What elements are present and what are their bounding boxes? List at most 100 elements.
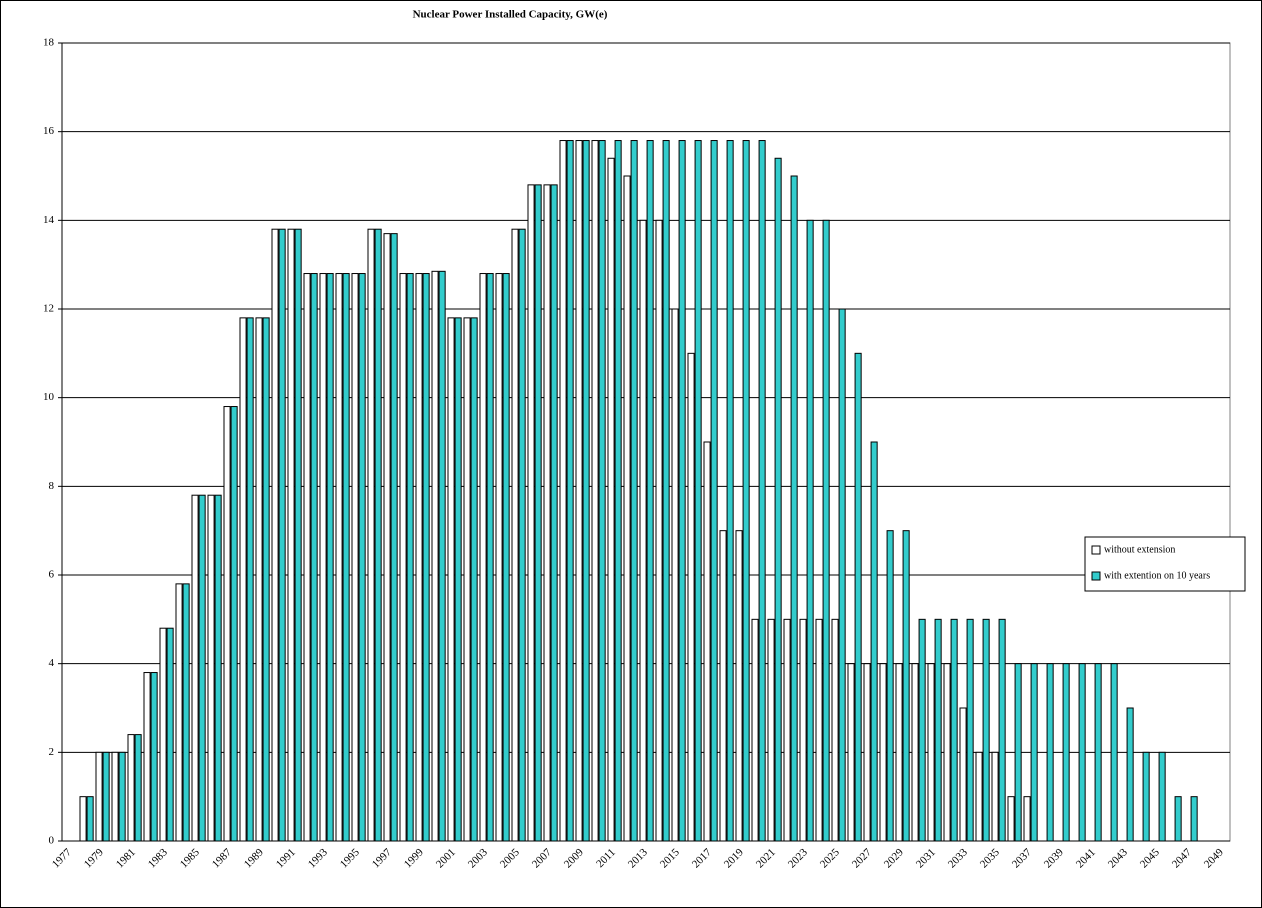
bar: [847, 663, 855, 842]
bar: [1046, 663, 1054, 842]
bar: [134, 734, 142, 842]
bar: [511, 228, 519, 842]
legend-swatch: [1091, 545, 1101, 555]
bar: [406, 273, 414, 842]
bar: [1030, 663, 1038, 842]
bar: [566, 140, 574, 842]
bar: [950, 618, 958, 842]
legend: without extension with extention on 10 ye…: [1084, 536, 1246, 592]
bar: [966, 618, 974, 842]
y-tick-label: 16: [43, 125, 55, 137]
bar: [454, 317, 462, 842]
bar: [799, 618, 807, 842]
bar: [399, 273, 407, 842]
bar: [630, 140, 638, 842]
bar: [470, 317, 478, 842]
bar: [422, 273, 430, 842]
bar: [655, 219, 663, 842]
bar: [694, 140, 702, 842]
bar: [598, 140, 606, 842]
bar: [1158, 751, 1166, 842]
bar: [1014, 663, 1022, 842]
bar: [111, 751, 119, 842]
bar: [783, 618, 791, 842]
bar: [374, 228, 382, 842]
bar: [358, 273, 366, 842]
bar: [230, 406, 238, 842]
bar: [166, 627, 174, 842]
legend-box: [1084, 536, 1246, 592]
bar: [351, 273, 359, 842]
bar: [518, 228, 526, 842]
bar: [278, 228, 286, 842]
bar: [102, 751, 110, 842]
bar: [486, 273, 494, 842]
bar: [1023, 796, 1031, 842]
bar: [502, 273, 510, 842]
bar: [150, 672, 158, 842]
bar: [438, 270, 446, 842]
bar: [582, 140, 590, 842]
bar: [447, 317, 455, 842]
y-tick-label: 10: [43, 391, 55, 403]
bar: [975, 751, 983, 842]
bar: [678, 140, 686, 842]
bar: [223, 406, 231, 842]
bar: [255, 317, 263, 842]
bar: [687, 352, 695, 842]
bar: [927, 663, 935, 842]
bar: [463, 317, 471, 842]
bar: [175, 583, 183, 842]
bar: [1110, 663, 1118, 842]
bar: [703, 441, 711, 842]
bar: [207, 494, 215, 842]
chart-title: Nuclear Power Installed Capacity, GW(e): [413, 9, 608, 21]
bar: [1094, 663, 1102, 842]
bar: [591, 140, 599, 842]
bar: [303, 273, 311, 842]
bar: [806, 219, 814, 842]
bar: [719, 530, 727, 842]
bar: [863, 663, 871, 842]
y-tick-label: 2: [49, 746, 55, 758]
bar: [495, 273, 503, 842]
bar: [1174, 796, 1182, 842]
y-tick-label: 6: [49, 569, 55, 581]
y-tick-label: 0: [49, 835, 55, 847]
legend-label: with extention on 10 years: [1104, 570, 1210, 581]
bar: [118, 751, 126, 842]
bar: [998, 618, 1006, 842]
legend-swatch: [1091, 571, 1101, 581]
bar: [182, 583, 190, 842]
bar: [198, 494, 206, 842]
bar: [159, 627, 167, 842]
bar: [710, 140, 718, 842]
bar: [838, 308, 846, 842]
bar: [294, 228, 302, 842]
bar: [895, 663, 903, 842]
bar: [879, 663, 887, 842]
bar: [918, 618, 926, 842]
bar: [335, 273, 343, 842]
bar: [607, 157, 615, 842]
bar: [527, 184, 535, 842]
bar: [1190, 796, 1198, 842]
bar: [959, 707, 967, 842]
bar: [534, 184, 542, 842]
bar: [767, 618, 775, 842]
bar: [479, 273, 487, 842]
bar: [550, 184, 558, 842]
bar: [214, 494, 222, 842]
bar: [310, 273, 318, 842]
bar: [239, 317, 247, 842]
y-tick-label: 18: [43, 37, 55, 49]
bar: [246, 317, 254, 842]
bar: [790, 175, 798, 842]
bar: [870, 441, 878, 842]
bar: [326, 273, 334, 842]
bar: [815, 618, 823, 842]
bar: [262, 317, 270, 842]
bar: [671, 308, 679, 842]
bar: [575, 140, 583, 842]
